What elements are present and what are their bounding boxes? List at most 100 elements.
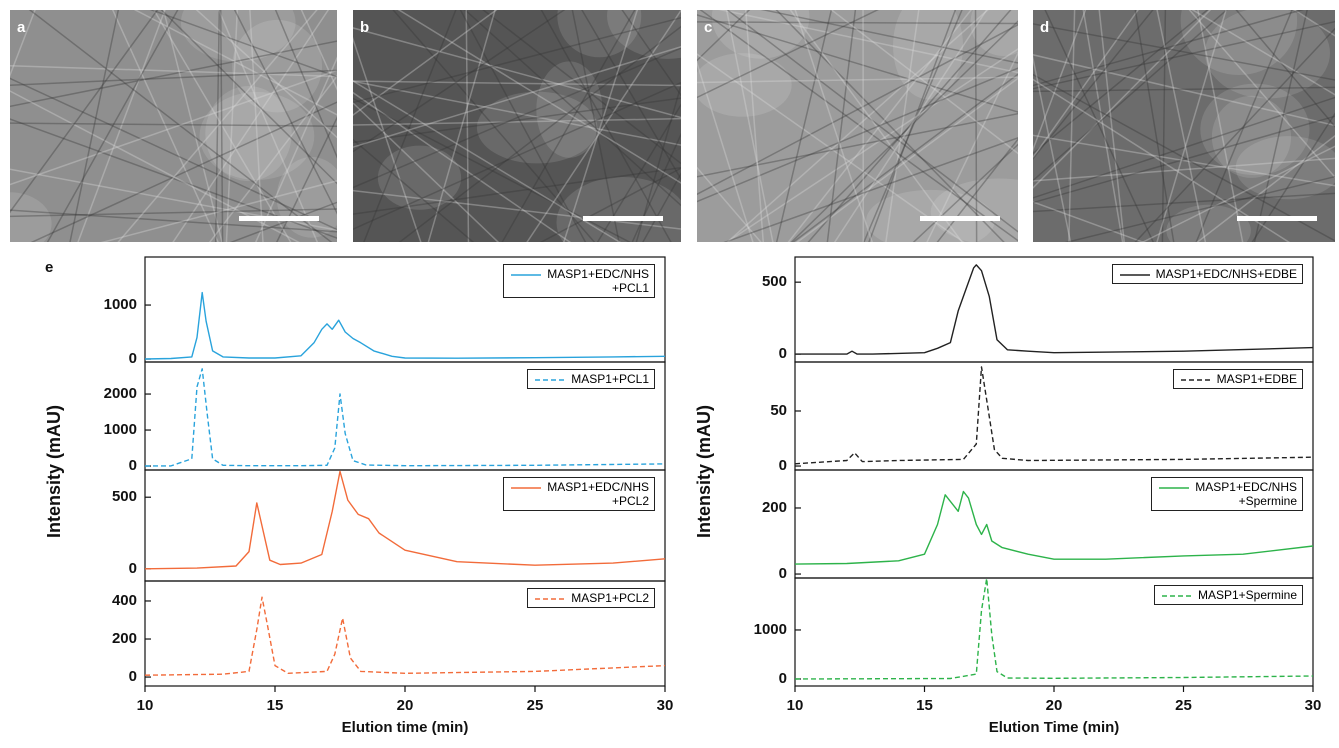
fibril	[787, 10, 972, 242]
fibril	[885, 10, 920, 242]
fibril	[353, 10, 566, 153]
fibril	[172, 10, 330, 242]
fibril	[392, 10, 596, 242]
x-tick-label: 10	[137, 697, 154, 714]
y-axis-label: Intensity (mAU)	[694, 405, 714, 538]
legend-label: MASP1+EDC/NHS +PCL1	[547, 267, 649, 295]
fibril	[697, 10, 879, 99]
fibril	[10, 208, 337, 218]
fibril	[149, 10, 337, 78]
fibril	[725, 48, 1018, 242]
light-patch	[205, 86, 292, 182]
fibril	[1082, 10, 1124, 242]
fibril	[10, 69, 337, 186]
legend: MASP1+EDC/NHS+EDBE	[1111, 264, 1303, 284]
fibril	[1141, 145, 1335, 242]
micrograph-bg	[10, 10, 337, 242]
fibril	[353, 36, 422, 242]
fibril	[353, 81, 681, 230]
data-line	[795, 264, 1314, 355]
fibrils	[353, 10, 681, 242]
fibril	[353, 47, 681, 189]
fibril	[540, 10, 672, 242]
y-tick-label: 0	[129, 350, 137, 367]
y-tick-label: 0	[779, 457, 787, 474]
scale-bar	[239, 216, 319, 221]
fibril	[225, 10, 239, 242]
fibril	[726, 10, 989, 242]
fibril	[353, 16, 681, 104]
fibril	[1196, 134, 1335, 242]
fibril	[718, 10, 1018, 74]
fibril	[1251, 112, 1335, 242]
legend-label: MASP1+PCL1	[571, 372, 649, 386]
y-tick-label: 0	[129, 560, 137, 577]
legend: MASP1+EDC/NHS +PCL2	[503, 477, 655, 511]
fibril	[760, 10, 1018, 64]
fibril	[539, 167, 681, 242]
micrograph: d	[1033, 10, 1335, 242]
fibril	[10, 90, 300, 242]
fibril	[697, 14, 1018, 113]
fibril	[427, 10, 496, 242]
fibril	[100, 180, 337, 242]
legend: MASP1+EDC/NHS +PCL1	[503, 264, 655, 298]
fibril	[1033, 157, 1335, 182]
fibrils	[1033, 10, 1335, 242]
legend-swatch	[535, 379, 566, 381]
light-patch	[893, 10, 964, 100]
panel-label: c	[704, 19, 712, 36]
fibril	[563, 10, 639, 242]
micrograph: b	[353, 10, 681, 242]
fibril	[936, 137, 1018, 242]
legend-label: MASP1+EDBE	[1216, 372, 1297, 386]
y-tick-label: 400	[112, 592, 137, 609]
fibril	[697, 10, 751, 62]
y-tick-label: 0	[779, 670, 787, 687]
x-axis-label: Elution Time (min)	[989, 719, 1120, 736]
panel-label: b	[360, 19, 369, 36]
y-tick-label: 200	[112, 630, 137, 647]
legend-label: MASP1+PCL2	[571, 591, 649, 605]
fibril	[46, 10, 179, 242]
fibril	[10, 10, 36, 78]
fibril	[796, 77, 1018, 242]
y-tick-label: 500	[762, 273, 787, 290]
fibril	[1156, 10, 1207, 242]
fibril	[353, 91, 572, 242]
data-line	[144, 291, 666, 360]
legend-swatch	[511, 274, 542, 276]
fibril	[353, 101, 500, 242]
fibril	[697, 21, 1018, 25]
fibril	[697, 67, 1018, 203]
fibril	[1033, 10, 1209, 155]
fibril	[596, 103, 681, 242]
fibril	[353, 138, 475, 242]
fibril	[111, 10, 219, 242]
fibril	[10, 64, 337, 78]
fibril	[745, 10, 764, 242]
fibril	[1161, 10, 1167, 242]
fibril	[635, 82, 681, 242]
fibril	[274, 10, 337, 159]
fibril	[826, 10, 857, 242]
fibril	[807, 10, 1012, 242]
fibril	[153, 10, 292, 242]
fibril	[699, 10, 1018, 242]
fibril	[726, 10, 1018, 233]
fibril	[863, 10, 963, 242]
legend-swatch	[535, 598, 566, 600]
x-tick-label: 20	[397, 697, 414, 714]
scale-bar	[583, 216, 663, 221]
light-patch	[180, 10, 296, 62]
legend: MASP1+EDBE	[1172, 369, 1303, 389]
fibril	[581, 10, 681, 181]
panel-label: d	[1040, 19, 1049, 36]
legend-swatch	[1161, 595, 1192, 597]
fibril	[830, 10, 1018, 155]
fibril	[833, 10, 988, 242]
light-patch	[556, 176, 681, 242]
x-tick-label: 20	[1046, 697, 1063, 714]
fibril	[459, 10, 587, 242]
